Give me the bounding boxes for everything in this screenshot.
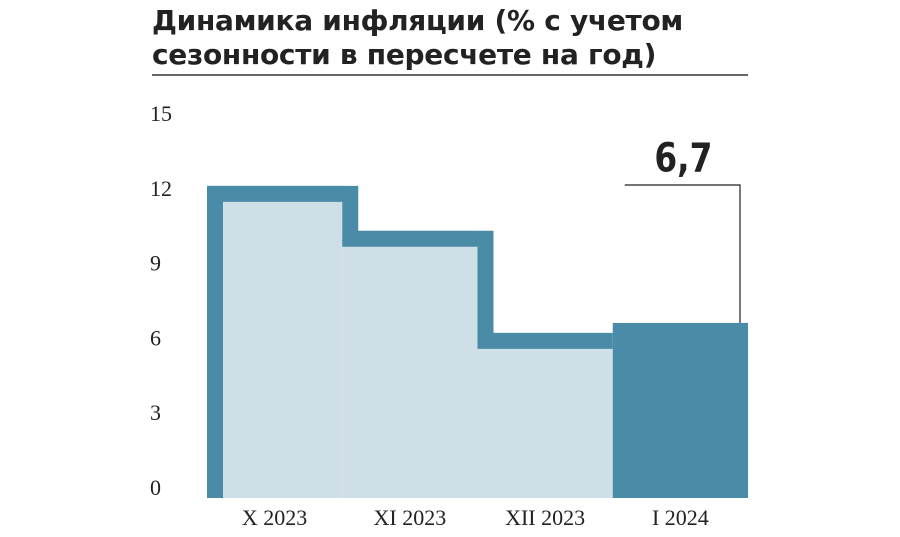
bar (477, 332, 613, 498)
bar (612, 322, 748, 498)
x-tick-label: XI 2023 (374, 505, 447, 530)
bar (207, 185, 343, 498)
annotation-bracket (624, 184, 741, 323)
bar-outline (207, 185, 613, 498)
x-tick-label: X 2023 (242, 505, 307, 530)
y-tick-label: 15 (150, 101, 172, 126)
y-tick-label: 9 (150, 251, 161, 276)
y-tick-label: 0 (150, 475, 161, 500)
chart-title: Динамика инфляции (% с учетом сезонности… (152, 4, 683, 71)
y-tick-label: 6 (150, 325, 161, 350)
bar (342, 230, 478, 498)
y-tick-label: 12 (150, 176, 172, 201)
x-tick-label: I 2024 (652, 505, 709, 530)
x-tick-label: XII 2023 (505, 505, 585, 530)
y-tick-label: 3 (150, 400, 161, 425)
value-label: 6,7 (654, 134, 712, 181)
